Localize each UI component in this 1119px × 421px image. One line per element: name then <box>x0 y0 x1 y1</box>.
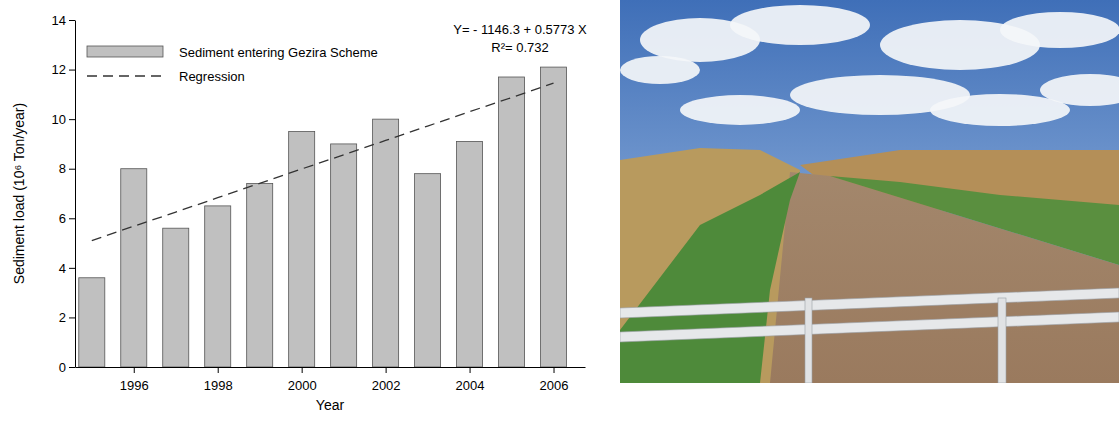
tick: 2006 <box>540 367 569 393</box>
tick: 1998 <box>204 367 233 393</box>
photo <box>620 0 1119 383</box>
tick-label: 2000 <box>288 378 317 393</box>
tick-mark <box>218 367 219 373</box>
cloud <box>620 56 700 84</box>
x-axis-title: Year <box>316 397 345 413</box>
legend-label: Sediment entering Gezira Scheme <box>179 45 378 60</box>
tick-mark <box>69 218 75 219</box>
bar <box>163 228 189 367</box>
bar <box>205 206 231 367</box>
legend-label: Regression <box>179 69 245 84</box>
tick: 12 <box>52 62 75 77</box>
bar <box>373 119 399 367</box>
tick-label: 14 <box>52 13 66 28</box>
bar <box>121 169 147 367</box>
y-axis: 0 2 4 6 8 10 12 14 <box>52 13 76 375</box>
right-vegetation <box>830 176 1119 265</box>
cloud <box>730 5 870 45</box>
axis-line <box>75 21 76 368</box>
bar <box>289 132 315 367</box>
tick: 6 <box>59 211 75 226</box>
cloud <box>1040 74 1119 106</box>
tick: 1996 <box>120 367 149 393</box>
tick-label: 2002 <box>372 378 401 393</box>
tick: 2000 <box>288 367 317 393</box>
tick: 2002 <box>372 367 401 393</box>
cloud <box>1000 12 1119 48</box>
rail-post <box>998 298 1006 383</box>
tick-label: 10 <box>52 112 66 127</box>
bar <box>247 184 273 367</box>
tick-mark <box>470 367 471 373</box>
tick: 8 <box>59 161 75 176</box>
tick-mark <box>386 367 387 373</box>
sky <box>620 0 1119 383</box>
tick: 2 <box>59 310 75 325</box>
annotation: R²= 0.732 <box>491 40 548 55</box>
rail-post <box>805 298 812 383</box>
cloud <box>680 95 800 125</box>
left-vegetation <box>620 172 800 383</box>
canal-water <box>770 172 1119 383</box>
x-axis: 1996 1998 2000 2002 2004 2006 <box>76 367 586 393</box>
bar <box>415 174 441 367</box>
tick: 14 <box>52 13 75 28</box>
tick-label: 1996 <box>120 378 149 393</box>
annotation: Y= - 1146.3 + 0.5773 X <box>453 22 587 37</box>
tick-label: 2 <box>59 310 66 325</box>
tick-label: 4 <box>59 261 66 276</box>
legend-swatch <box>87 46 163 57</box>
plot-marks <box>79 67 567 367</box>
tick-label: 1998 <box>204 378 233 393</box>
tick: 0 <box>59 360 75 375</box>
tick-mark <box>69 169 75 170</box>
tick-label: 8 <box>59 161 66 176</box>
tick-mark <box>69 268 75 269</box>
tick: 2004 <box>456 367 485 393</box>
tick-mark <box>302 367 303 373</box>
bar <box>541 67 567 367</box>
tick: 4 <box>59 261 75 276</box>
regression-line <box>92 83 554 240</box>
left-bank <box>620 148 800 383</box>
tick-label: 0 <box>59 360 66 375</box>
tick-label: 12 <box>52 62 66 77</box>
bar <box>331 144 357 367</box>
axis-line <box>76 367 586 368</box>
tick-label: 6 <box>59 211 66 226</box>
chart: 1996 1998 2000 2002 2004 2006 0 2 4 6 8 10 12 14 Year S… <box>11 13 587 413</box>
tick: 10 <box>52 112 75 127</box>
tick-mark <box>69 317 75 318</box>
tick-mark <box>69 367 75 368</box>
rail <box>620 312 1119 342</box>
legend-swatch <box>87 75 163 76</box>
tick-mark <box>134 367 135 373</box>
tick-mark <box>69 20 75 21</box>
tick-mark <box>69 119 75 120</box>
tick-mark <box>69 70 75 71</box>
bar <box>79 278 105 367</box>
railing <box>620 288 1119 383</box>
tick-label: 2004 <box>456 378 485 393</box>
legend: Sediment entering Gezira Scheme Regressio… <box>87 45 378 84</box>
tick-mark <box>554 367 555 373</box>
tick-label: 2006 <box>540 378 569 393</box>
rail <box>620 288 1119 318</box>
photo-scene <box>620 0 1119 383</box>
y-axis-title: Sediment load (10⁶ Ton/year) <box>11 103 27 284</box>
bar <box>457 141 483 367</box>
bar <box>499 77 525 367</box>
